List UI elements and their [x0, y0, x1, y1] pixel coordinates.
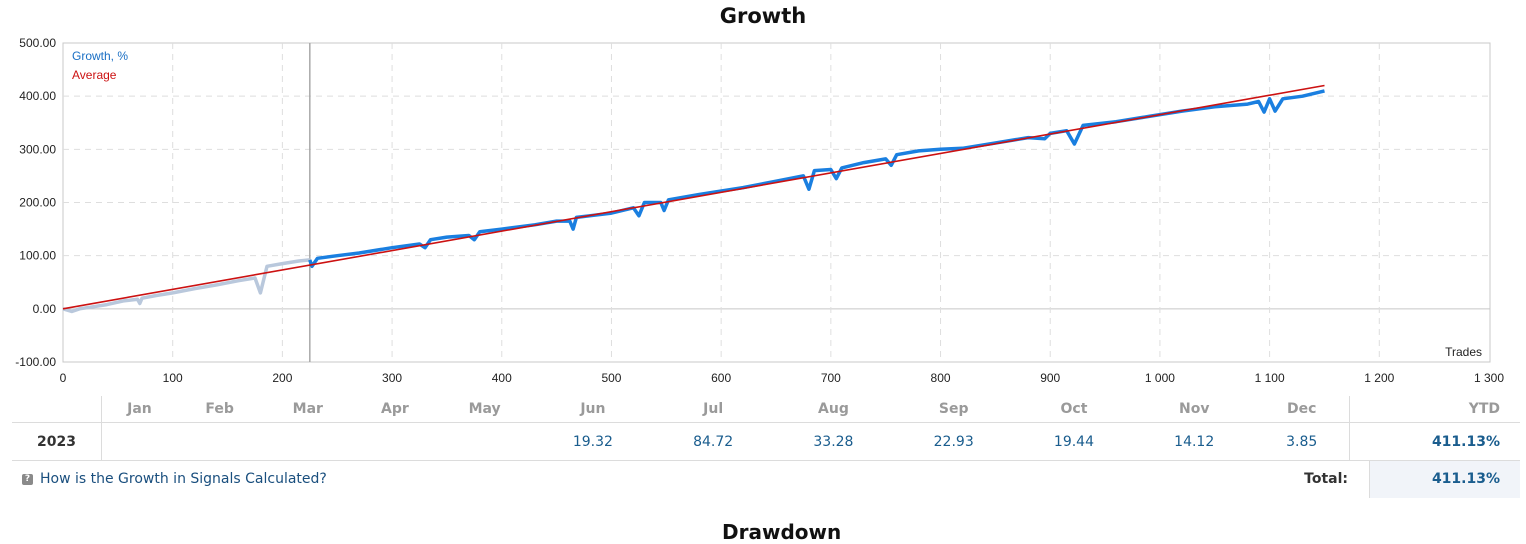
year-header — [12, 396, 102, 423]
axis-layer: -100.00 0.00 100.00 200.00 300.00 400.00 500.0… — [15, 36, 1504, 385]
y-tick-label: 100.00 — [19, 249, 56, 263]
drawdown-section-title: Drawdown — [722, 520, 842, 544]
x-tick-label: 600 — [711, 371, 731, 385]
ytd-value-cell: 411.13% — [1349, 422, 1520, 461]
info-square-icon[interactable]: ? — [22, 474, 33, 485]
table-row: 2023 19.32 84.72 33.28 22.93 19.44 14.12… — [12, 422, 1520, 461]
legend: Growth, % Average — [72, 49, 128, 82]
month-header: Mar — [262, 396, 354, 423]
month-header: Jun — [532, 396, 654, 423]
growth-footer: ? How is the Growth in Signals Calculate… — [12, 461, 1520, 498]
y-tick-label: 0.00 — [33, 302, 57, 316]
x-tick-label: 200 — [272, 371, 292, 385]
month-value-cell[interactable]: 3.85 — [1254, 422, 1350, 461]
month-value-cell[interactable] — [353, 422, 437, 461]
x-tick-label: 1 100 — [1255, 371, 1285, 385]
x-tick-label: 1 000 — [1145, 371, 1175, 385]
month-header: Sep — [893, 396, 1014, 423]
month-value-cell[interactable] — [176, 422, 263, 461]
ytd-header: YTD — [1349, 396, 1520, 423]
month-value-cell[interactable]: 14.12 — [1134, 422, 1255, 461]
x-tick-label: 300 — [382, 371, 402, 385]
series-layer — [62, 84, 1325, 314]
month-value-cell[interactable]: 19.44 — [1013, 422, 1135, 461]
month-value-cell[interactable]: 33.28 — [773, 422, 894, 461]
growth-line-pre-signal — [62, 258, 310, 314]
month-header: Aug — [773, 396, 894, 423]
total-value: 411.13% — [1431, 471, 1500, 487]
table-header-row: Jan Feb Mar Apr May Jun Jul Aug Sep Oct … — [12, 396, 1520, 423]
month-header: Nov — [1134, 396, 1255, 423]
x-tick-label: 0 — [60, 371, 67, 385]
month-value-cell[interactable]: 19.32 — [532, 422, 654, 461]
x-tick-label: 1 200 — [1364, 371, 1394, 385]
month-header: May — [436, 396, 533, 423]
x-tick-label: 400 — [492, 371, 512, 385]
y-tick-label: 200.00 — [19, 196, 56, 210]
x-tick-label: 800 — [931, 371, 951, 385]
monthly-growth-table: Jan Feb Mar Apr May Jun Jul Aug Sep Oct … — [12, 396, 1520, 461]
x-tick-label: 1 300 — [1474, 371, 1504, 385]
month-header: Oct — [1013, 396, 1135, 423]
month-header: Jan — [101, 396, 177, 423]
month-value-cell[interactable]: 22.93 — [893, 422, 1014, 461]
month-value-cell[interactable] — [262, 422, 354, 461]
year-cell: 2023 — [12, 422, 102, 461]
average-line — [62, 84, 1325, 310]
y-tick-label: 300.00 — [19, 142, 56, 156]
total-box: 411.13% — [1369, 461, 1520, 498]
month-header: Dec — [1254, 396, 1350, 423]
month-value-cell[interactable]: 84.72 — [653, 422, 774, 461]
x-tick-label: 500 — [601, 371, 621, 385]
y-tick-label: 500.00 — [19, 36, 56, 50]
month-value-cell[interactable] — [436, 422, 533, 461]
growth-chart: -100.00 0.00 100.00 200.00 300.00 400.00 500.0… — [15, 36, 1504, 385]
grid-layer — [62, 42, 1491, 363]
x-axis-label: Trades — [1445, 345, 1482, 359]
total-label: Total: — [1304, 471, 1348, 487]
x-tick-label: 700 — [821, 371, 841, 385]
growth-line — [308, 89, 1325, 269]
y-tick-label: 400.00 — [19, 89, 56, 103]
x-tick-label: 900 — [1040, 371, 1060, 385]
chart-title: Growth — [719, 4, 807, 28]
growth-calculation-help-link[interactable]: How is the Growth in Signals Calculated? — [40, 471, 327, 487]
month-header: Jul — [653, 396, 774, 423]
x-tick-label: 100 — [163, 371, 183, 385]
month-value-cell[interactable] — [101, 422, 177, 461]
legend-average[interactable]: Average — [72, 68, 117, 82]
month-header: Feb — [176, 396, 263, 423]
legend-growth[interactable]: Growth, % — [72, 49, 128, 63]
y-tick-label: -100.00 — [15, 355, 56, 369]
month-header: Apr — [353, 396, 437, 423]
